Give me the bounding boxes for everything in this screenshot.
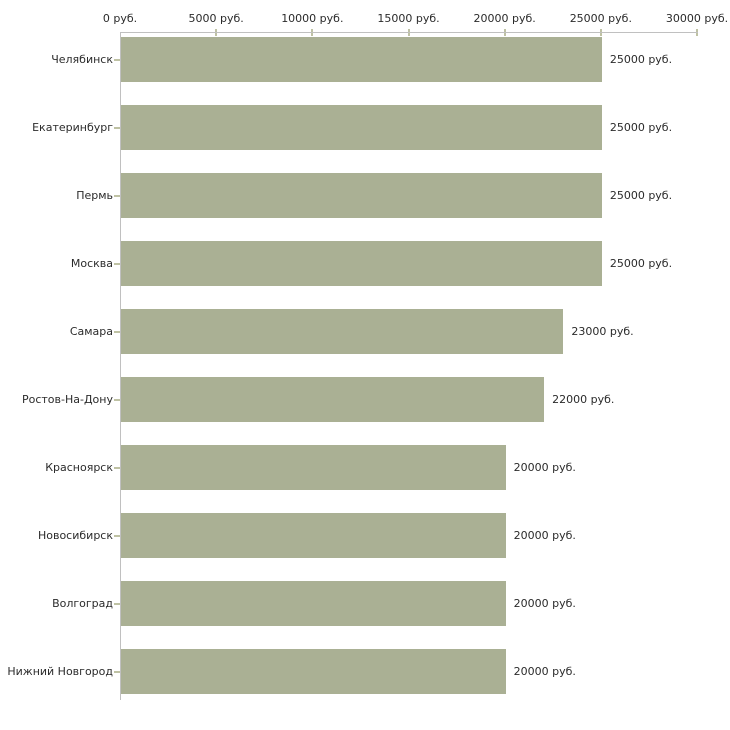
y-axis-line — [120, 32, 121, 700]
category-tick-mark — [114, 466, 120, 469]
x-axis-tick-label: 0 руб. — [102, 12, 138, 25]
category-tick-mark — [114, 126, 120, 129]
bar — [121, 445, 506, 490]
category-label: Москва — [70, 256, 113, 270]
category-label: Красноярск — [45, 460, 113, 474]
x-axis-tick-label: 15000 руб. — [377, 12, 440, 25]
category-label: Волгоград — [52, 596, 113, 610]
category-label: Новосибирск — [37, 528, 113, 542]
category-tick-mark — [114, 670, 120, 673]
category-tick-mark — [114, 262, 120, 265]
bar — [121, 37, 602, 82]
value-label: 25000 руб. — [609, 120, 673, 134]
bar — [121, 581, 506, 626]
bar — [121, 173, 602, 218]
value-label: 23000 руб. — [571, 324, 634, 338]
category-label: Нижний Новгород — [7, 664, 113, 678]
value-label: 25000 руб. — [609, 52, 673, 66]
value-label: 20000 руб. — [513, 460, 576, 474]
category-tick-mark — [114, 194, 120, 197]
value-label: 20000 руб. — [513, 528, 576, 542]
x-axis-tick-label: 5000 руб. — [188, 12, 244, 25]
value-label: 20000 руб. — [513, 596, 576, 610]
bar — [121, 241, 602, 286]
category-label: Пермь — [76, 188, 113, 202]
x-axis-tick-label: 30000 руб. — [665, 12, 729, 25]
category-tick-mark — [114, 534, 120, 537]
value-label: 25000 руб. — [609, 256, 673, 270]
bar — [121, 105, 602, 150]
bar — [121, 377, 545, 422]
category-label: Екатеринбург — [32, 120, 113, 134]
value-label: 22000 руб. — [552, 392, 615, 406]
category-tick-mark — [114, 398, 120, 401]
value-label: 25000 руб. — [609, 188, 673, 202]
category-label: Самара — [69, 324, 113, 338]
category-label: Ростов-На-Дону — [21, 392, 113, 406]
x-axis-tick-label: 10000 руб. — [281, 12, 344, 25]
bar — [121, 513, 506, 558]
category-label: Челябинск — [51, 52, 113, 66]
x-axis-tick-label: 20000 руб. — [473, 12, 536, 25]
value-label: 20000 руб. — [513, 664, 576, 678]
bar — [121, 309, 564, 354]
category-tick-mark — [114, 58, 120, 61]
x-axis-line — [120, 32, 698, 33]
x-axis-tick-label: 25000 руб. — [569, 12, 632, 25]
category-tick-mark — [114, 602, 120, 605]
category-tick-mark — [114, 330, 120, 333]
bar — [121, 649, 506, 694]
